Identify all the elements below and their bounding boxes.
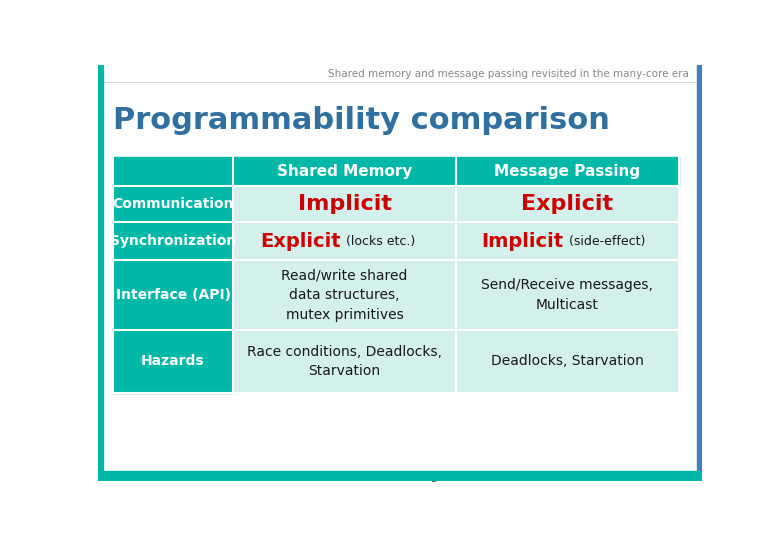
Text: Deadlocks, Starvation: Deadlocks, Starvation (491, 354, 644, 368)
Text: Implicit: Implicit (297, 194, 392, 214)
Text: (locks etc.): (locks etc.) (342, 234, 416, 248)
Text: Message Passing: Message Passing (495, 164, 640, 179)
Text: iCSC2016, Aram Santogidis, CERN: iCSC2016, Aram Santogidis, CERN (304, 472, 495, 482)
Text: Race conditions, Deadlocks,
Starvation: Race conditions, Deadlocks, Starvation (247, 345, 442, 378)
Bar (233, 260, 456, 330)
Text: Synchronization: Synchronization (110, 234, 236, 248)
Bar (233, 222, 456, 260)
Text: Communication: Communication (112, 197, 234, 211)
Bar (113, 260, 233, 330)
Text: Shared Memory: Shared Memory (277, 164, 412, 179)
Bar (456, 222, 679, 260)
Text: 14: 14 (113, 470, 133, 484)
Text: Implicit: Implicit (481, 232, 563, 251)
Bar (113, 157, 679, 186)
Text: Shared memory and message passing revisited in the many-core era: Shared memory and message passing revisi… (328, 69, 689, 79)
Bar (233, 330, 456, 393)
Text: Programmability comparison: Programmability comparison (113, 106, 610, 135)
Text: (side-effect): (side-effect) (565, 234, 645, 248)
Text: Send/Receive messages,
Multicast: Send/Receive messages, Multicast (481, 278, 654, 312)
Text: Interface (API): Interface (API) (115, 288, 231, 302)
Text: Hazards: Hazards (141, 354, 205, 368)
Bar (113, 186, 233, 222)
Text: Read/write shared
data structures,
mutex primitives: Read/write shared data structures, mutex… (282, 268, 408, 321)
Bar (113, 330, 233, 393)
Text: Explicit: Explicit (521, 194, 613, 214)
Bar (113, 222, 233, 260)
Bar (233, 186, 456, 222)
Bar (456, 330, 679, 393)
Bar (98, 65, 103, 481)
Bar (697, 65, 702, 481)
Bar (98, 470, 702, 481)
Bar (456, 260, 679, 330)
Bar (456, 186, 679, 222)
Text: Explicit: Explicit (260, 232, 341, 251)
